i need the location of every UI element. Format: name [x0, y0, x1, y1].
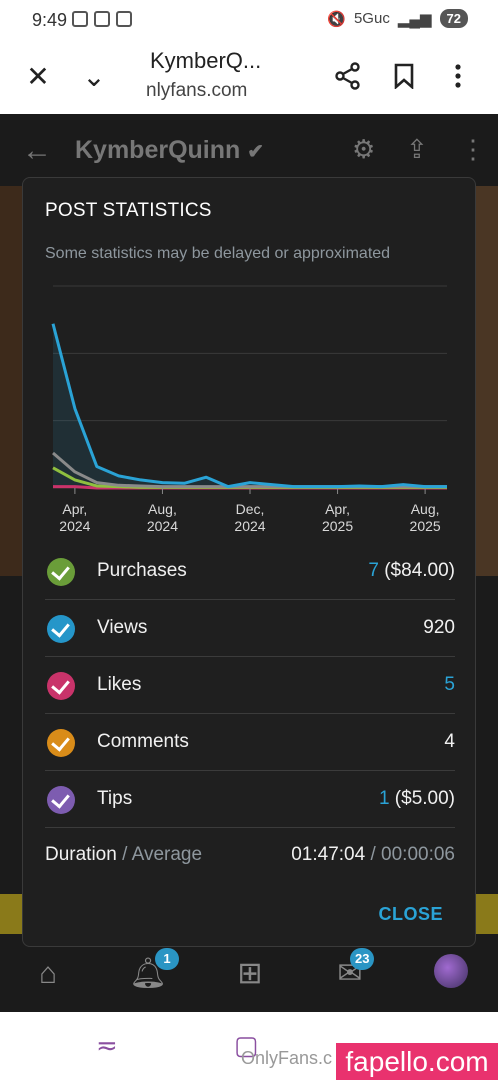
- app-header: ← KymberQuinn ✔ ⚙ ⇪ ⋮: [0, 114, 498, 186]
- stat-amount: ($84.00): [378, 560, 455, 581]
- browser-page-title: KymberQ...: [150, 48, 262, 73]
- chevron-down-icon[interactable]: ⌄: [82, 60, 106, 92]
- duration-value-sep: /: [370, 844, 376, 865]
- avatar[interactable]: [434, 954, 468, 988]
- stat-value: 4: [444, 731, 455, 753]
- status-time: 9:49: [32, 10, 68, 30]
- stat-amount: ($5.00): [389, 788, 455, 809]
- duration-label-text: Duration: [45, 844, 117, 865]
- stat-amount: 920: [423, 617, 455, 638]
- x-tick-label: Aug,: [411, 501, 440, 517]
- stat-row-purchases[interactable]: Purchases 7 ($84.00): [45, 543, 455, 600]
- x-tick-label: Dec,: [236, 501, 265, 517]
- notifications-badge: 1: [155, 948, 179, 970]
- tabs-icon[interactable]: ≂: [96, 1030, 118, 1060]
- x-tick-label: 2024: [59, 518, 90, 534]
- stat-label: Views: [97, 617, 148, 638]
- stat-row-comments[interactable]: Comments 4: [45, 714, 455, 771]
- verified-icon: ✔: [247, 141, 265, 163]
- stat-count[interactable]: 5: [444, 674, 455, 695]
- signal-icon: ▂▄▆: [397, 10, 432, 28]
- bookmark-icon[interactable]: [384, 56, 424, 96]
- screenshot-icon: [72, 11, 88, 27]
- checkbox-icon[interactable]: [47, 786, 75, 814]
- stat-value: 1 ($5.00): [379, 788, 455, 810]
- stat-count[interactable]: 7: [368, 560, 379, 581]
- status-bar: 9:49 🔇 5Guc ▂▄▆ 72: [0, 0, 498, 42]
- watermark: fapello.com: [336, 1043, 498, 1080]
- browser-url[interactable]: nlyfans.com: [146, 80, 248, 101]
- x-tick-label: 2024: [147, 518, 178, 534]
- stat-label: Likes: [97, 674, 142, 695]
- views-area: [53, 323, 447, 488]
- battery-badge: 72: [439, 9, 468, 28]
- status-right: 🔇 5Guc ▂▄▆ 72: [327, 9, 468, 28]
- settings-gear-icon[interactable]: ⚙: [352, 134, 376, 164]
- stat-row-likes[interactable]: Likes 5: [45, 657, 455, 714]
- site-icon[interactable]: ▢: [234, 1030, 259, 1060]
- stat-value: 7 ($84.00): [368, 560, 455, 582]
- x-tick-label: Aug,: [148, 501, 177, 517]
- stat-value: 920: [423, 617, 455, 639]
- app-more-icon[interactable]: ⋮: [460, 134, 486, 164]
- cover-image-right: [472, 186, 498, 576]
- mute-icon: 🔇: [327, 10, 346, 28]
- x-tick-label: 2024: [234, 518, 265, 534]
- x-tick-label: Apr,: [62, 501, 87, 517]
- share-icon[interactable]: [328, 56, 368, 96]
- network-label: 5Guc: [353, 10, 390, 27]
- duration-label: Duration / Average: [45, 844, 202, 866]
- duration-average: 00:00:06: [381, 844, 455, 865]
- stat-count[interactable]: 1: [378, 788, 390, 809]
- x-tick-label: 2025: [322, 518, 353, 534]
- duration-values: 01:47:04 / 00:00:06: [291, 844, 455, 866]
- x-tick-label: 2025: [410, 518, 441, 534]
- checkbox-icon[interactable]: [47, 729, 75, 757]
- banner-left: [0, 894, 22, 934]
- stat-value: 5: [444, 674, 455, 696]
- stat-label: Purchases: [97, 560, 187, 581]
- alarm-icon: [116, 11, 132, 27]
- close-tab-icon[interactable]: ✕: [26, 60, 50, 92]
- app-bottom-nav: ⌂ 🔔︎ 1 ⊞ ✉ 23: [0, 942, 498, 1012]
- more-vert-icon[interactable]: [438, 56, 478, 96]
- series-line-0: [51, 323, 447, 489]
- messages-badge: 23: [350, 948, 375, 970]
- average-label: Average: [131, 844, 203, 865]
- checkbox-icon[interactable]: [47, 672, 75, 700]
- home-icon[interactable]: ⌂: [38, 957, 58, 990]
- banner-right: [472, 894, 498, 934]
- checkbox-icon[interactable]: [47, 558, 75, 586]
- dialog-title: POST STATISTICS: [45, 200, 212, 221]
- snapchat-icon: [94, 11, 110, 27]
- stat-amount: 4: [444, 731, 455, 752]
- duration-total: 01:47:04: [291, 844, 366, 865]
- add-post-icon[interactable]: ⊞: [237, 957, 263, 990]
- notification-icons: [72, 11, 132, 27]
- post-statistics-dialog: POST STATISTICS Some statistics may be d…: [22, 177, 476, 947]
- stat-row-tips[interactable]: Tips 1 ($5.00): [45, 771, 455, 828]
- browser-toolbar: ✕ ⌄ KymberQ... nlyfans.com: [0, 42, 498, 114]
- profile-name-text: KymberQuinn: [75, 136, 241, 164]
- back-arrow-icon[interactable]: ←: [22, 134, 52, 167]
- profile-name: KymberQuinn ✔: [75, 136, 264, 165]
- x-tick-label: Apr,: [325, 501, 350, 517]
- checkbox-icon[interactable]: [47, 615, 75, 643]
- stat-label: Comments: [97, 731, 189, 752]
- cover-image-left: [0, 186, 22, 576]
- close-button[interactable]: CLOSE: [378, 904, 443, 924]
- duration-label-sep: /: [122, 844, 128, 865]
- stat-row-views[interactable]: Views 920: [45, 600, 455, 657]
- dialog-subtitle: Some statistics may be delayed or approx…: [45, 245, 391, 262]
- stat-label: Tips: [97, 788, 133, 809]
- share-out-icon[interactable]: ⇪: [406, 134, 428, 164]
- site-label: OnlyFans.c: [241, 1048, 333, 1068]
